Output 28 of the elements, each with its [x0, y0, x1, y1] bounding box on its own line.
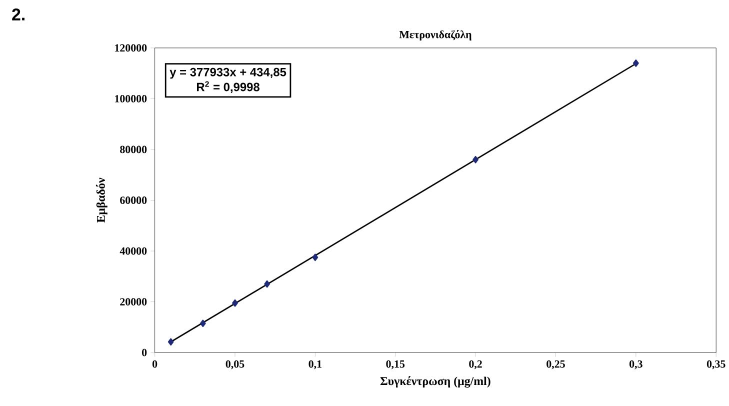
annotation: R$^{2}$ = 0,9998 [197, 81, 260, 93]
point [264, 280, 270, 288]
y-tick-label: 20000 [120, 298, 147, 306]
x-tick-label: 0,05 [226, 360, 244, 370]
y-tick-label: 120000 [115, 44, 147, 52]
x-axis-title: Συγκέντρωση (μg/ml) [380, 376, 490, 388]
point [312, 253, 318, 261]
point [632, 59, 639, 67]
text: 2. [12, 8, 24, 20]
y-tick-label: 100000 [115, 94, 147, 102]
x-tick-label: 0,35 [706, 360, 726, 370]
x-tick-label: 0,3 [630, 360, 642, 370]
annotation: y = 377933x + 434,85 [170, 68, 286, 78]
y-axis-title: Εμβαδόν [96, 178, 108, 222]
chart-title: Μετρονιδαζόλη [399, 30, 472, 40]
y-tick-label: 40000 [120, 247, 147, 254]
y-tick-label: 0 [142, 348, 147, 356]
x-tick-label: 0,25 [546, 360, 565, 370]
point [168, 338, 174, 346]
y-tick-label: 60000 [120, 196, 147, 204]
x-tick-label: 0,2 [469, 360, 482, 370]
x-tick-label: 0 [152, 360, 158, 368]
point [472, 156, 478, 164]
y-tick-label: 80000 [120, 146, 147, 153]
point [200, 319, 206, 327]
x-tick-label: 0,1 [308, 360, 322, 370]
point [232, 299, 238, 307]
x-tick-label: 0,15 [386, 360, 405, 370]
